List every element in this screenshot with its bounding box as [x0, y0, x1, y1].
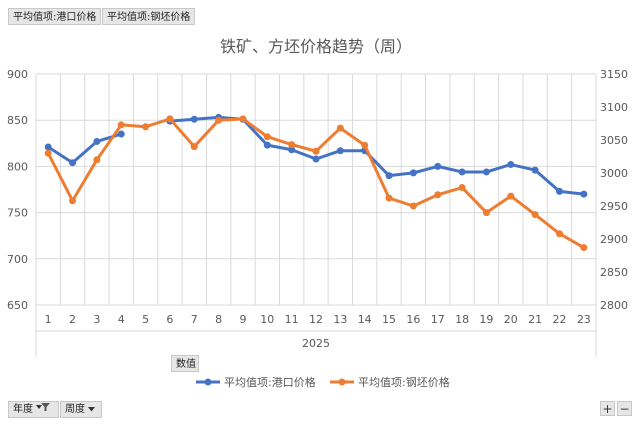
- x-axis-group-label: 2025: [302, 337, 330, 350]
- x-tick-label: 1: [45, 313, 52, 326]
- x-tick-label: 11: [285, 313, 299, 326]
- series-point: [458, 184, 466, 192]
- week-filter-button[interactable]: 周度: [60, 401, 102, 418]
- series-point: [458, 168, 466, 176]
- x-tick-label: 23: [577, 313, 591, 326]
- x-tick-label: 6: [166, 313, 173, 326]
- series-point: [93, 156, 101, 164]
- x-tick-label: 20: [504, 313, 518, 326]
- series-point: [142, 123, 150, 131]
- values-field-button[interactable]: 数值: [171, 355, 199, 372]
- legend-marker: [204, 378, 212, 386]
- series-point: [69, 197, 77, 205]
- week-filter-label: 周度: [65, 404, 85, 415]
- x-tick-label: 12: [309, 313, 323, 326]
- x-tick-label: 2: [69, 313, 76, 326]
- y-right-tick-label: 2900: [600, 233, 628, 246]
- x-tick-label: 21: [528, 313, 542, 326]
- series-point: [385, 172, 393, 180]
- x-tick-label: 3: [93, 313, 100, 326]
- series-point: [580, 190, 588, 198]
- series-point: [531, 166, 539, 174]
- y-left-tick-label: 900: [7, 68, 28, 81]
- legend-label: 平均值项:港口价格: [224, 375, 316, 389]
- series-point: [69, 159, 77, 167]
- series-point: [385, 194, 393, 202]
- series-point: [434, 162, 442, 170]
- year-filter-button[interactable]: 年度: [8, 401, 59, 418]
- y-right-tick-label: 2950: [600, 200, 628, 213]
- series-point: [312, 147, 320, 155]
- x-tick-label: 18: [455, 313, 469, 326]
- series-point: [263, 133, 271, 141]
- x-tick-label: 8: [215, 313, 222, 326]
- series-point: [507, 192, 515, 200]
- series-point: [580, 244, 588, 252]
- series-point: [288, 141, 296, 149]
- filter-funnel-icon: [36, 401, 50, 418]
- x-tick-label: 22: [552, 313, 566, 326]
- y-right-tick-label: 3050: [600, 134, 628, 147]
- series-line: [46, 117, 585, 249]
- series-point: [190, 143, 198, 151]
- y-left-tick-label: 850: [7, 114, 28, 127]
- series-point: [336, 147, 344, 155]
- series-point: [215, 116, 223, 124]
- x-tick-label: 9: [239, 313, 246, 326]
- series-point: [44, 143, 52, 151]
- series-line: [47, 132, 122, 165]
- series-point: [409, 169, 417, 177]
- series-point: [336, 124, 344, 132]
- series-point: [482, 209, 490, 217]
- y-right-tick-label: 3000: [600, 167, 628, 180]
- series-point: [117, 121, 125, 129]
- series-point: [482, 168, 490, 176]
- series-point: [44, 149, 52, 157]
- legend: 平均值项:港口价格 平均值项:钢坯价格: [196, 375, 450, 389]
- x-tick-label: 13: [333, 313, 347, 326]
- x-tick-label: 7: [191, 313, 198, 326]
- y-right-tick-label: 2800: [600, 299, 628, 312]
- y-right-tick-label: 3150: [600, 68, 628, 81]
- x-tick-label: 15: [382, 313, 396, 326]
- series-point: [555, 230, 563, 238]
- series-point: [312, 155, 320, 163]
- series-point: [409, 202, 417, 210]
- series-point: [190, 115, 198, 123]
- series-point: [166, 115, 174, 123]
- x-tick-label: 4: [118, 313, 125, 326]
- year-filter-label: 年度: [13, 404, 33, 415]
- y-right-tick-label: 2850: [600, 266, 628, 279]
- series-point: [263, 141, 271, 149]
- y-left-tick-label: 800: [7, 160, 28, 173]
- x-tick-label: 17: [431, 313, 445, 326]
- x-tick-label: 5: [142, 313, 149, 326]
- series-point: [117, 130, 125, 138]
- series-point: [531, 211, 539, 219]
- legend-label: 平均值项:钢坯价格: [358, 375, 450, 389]
- y-left-tick-label: 750: [7, 207, 28, 220]
- collapse-button[interactable]: −: [617, 401, 632, 416]
- series1-field-button[interactable]: 平均值项:港口价格: [8, 8, 102, 25]
- chevron-down-icon: [88, 401, 95, 418]
- y-right-tick-label: 3100: [600, 101, 628, 114]
- x-tick-label: 10: [260, 313, 274, 326]
- series-point: [288, 146, 296, 154]
- x-tick-label: 14: [358, 313, 372, 326]
- series-point: [361, 141, 369, 149]
- series-point: [555, 187, 563, 195]
- series-point: [239, 115, 247, 123]
- y-left-tick-label: 700: [7, 253, 28, 266]
- expand-button[interactable]: +: [600, 401, 615, 416]
- series-point: [507, 161, 515, 169]
- series-point: [434, 191, 442, 199]
- series2-field-button[interactable]: 平均值项:钢坯价格: [102, 8, 196, 25]
- series-point: [93, 137, 101, 145]
- chart-title: 铁矿、方坯价格趋势（周）: [220, 37, 412, 56]
- legend-marker: [338, 378, 346, 386]
- y-left-tick-label: 650: [7, 299, 28, 312]
- x-tick-label: 19: [479, 313, 493, 326]
- x-tick-label: 16: [406, 313, 420, 326]
